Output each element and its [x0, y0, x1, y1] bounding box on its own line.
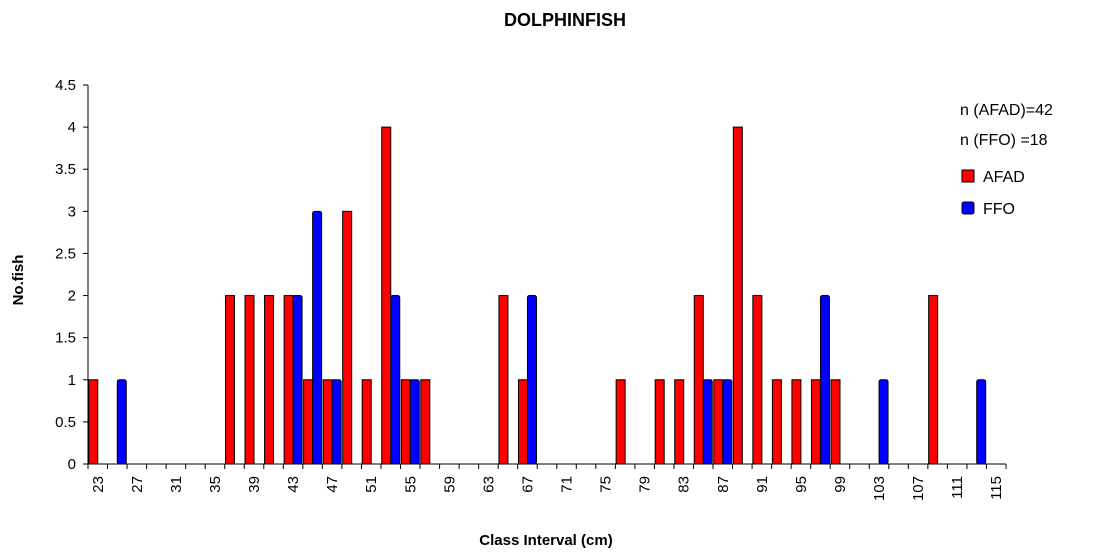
bar-afad-85: [693, 295, 704, 465]
bar-afad-89: [732, 126, 743, 465]
y-tick-label: 4: [68, 119, 76, 136]
chart-title: DOLPHINFISH: [504, 10, 626, 30]
x-axis: 23 27 31 35 39 43 47 51 55 59 63 67 71 75 79 83 87 91 95 99…: [87, 464, 1007, 501]
y-tick-label: 2: [68, 288, 76, 305]
bar-afad-95: [791, 379, 802, 465]
x-tick-label: 63: [480, 476, 497, 493]
x-tick-label: 95: [793, 476, 810, 493]
bar-afad-67: [517, 379, 528, 465]
bar-afad-37: [224, 295, 235, 465]
bar-afad-39: [244, 295, 255, 465]
bar-afad-47: [322, 379, 333, 465]
bar-afad-93: [771, 379, 782, 465]
x-tick-label: 111: [949, 476, 966, 499]
legend: n (AFAD)=42 n (FFO) =18 AFAD FFO: [960, 102, 1053, 218]
legend-label-afad: AFAD: [983, 169, 1025, 186]
annotation-n-afad: n (AFAD)=42: [960, 102, 1053, 119]
bar-afad-77: [615, 379, 626, 465]
bar-afad-43: [283, 295, 294, 465]
x-tick-label: 23: [90, 476, 107, 493]
bar-afad-55: [400, 379, 411, 465]
bar-ffo-85: [702, 379, 713, 465]
y-axis-title: No.fish: [10, 255, 27, 306]
bar-afad-57: [420, 379, 431, 465]
x-tick-label: 59: [441, 476, 458, 493]
bar-ffo-47: [331, 379, 342, 465]
bar-ffo-87: [722, 379, 733, 465]
bar-ffo-103: [878, 379, 889, 465]
y-tick-label: 0: [68, 456, 76, 473]
y-tick-label: 1.5: [55, 330, 76, 347]
bar-afad-65: [498, 295, 509, 465]
bar-ffo-97: [819, 295, 830, 465]
bar-afad-91: [752, 295, 763, 465]
bar-afad-51: [361, 379, 372, 465]
bar-afad-99: [830, 379, 841, 465]
legend-swatch-ffo: [961, 201, 975, 215]
x-tick-label: 91: [754, 476, 771, 493]
bar-afad-81: [654, 379, 665, 465]
x-tick-label: 107: [910, 476, 927, 501]
bar-ffo-43: [292, 295, 303, 465]
x-tick-label: 115: [988, 476, 1005, 500]
x-tick-label: 31: [168, 476, 185, 493]
x-tick-label: 87: [715, 476, 732, 493]
bar-afad-83: [674, 379, 685, 465]
annotation-n-ffo: n (FFO) =18: [960, 132, 1048, 149]
bar-ffo-55: [409, 379, 420, 465]
bar-afad-49: [342, 210, 353, 465]
y-tick-label: 0.5: [55, 414, 76, 431]
y-axis: 0 0.5 1 1.5 2 2.5 3 3.5 4 4.5: [55, 77, 88, 473]
y-tick-label: 3.5: [55, 161, 76, 178]
bar-afad-109: [928, 295, 939, 465]
bar-ffo-53: [390, 295, 401, 465]
bar-ffo-25: [116, 379, 127, 465]
bar-afad-45: [303, 379, 314, 465]
x-tick-label: 83: [676, 476, 693, 493]
y-tick-label: 3: [68, 203, 76, 220]
legend-swatch-afad: [961, 169, 975, 183]
x-tick-label: 103: [871, 476, 888, 501]
bar-ffo-113: [976, 379, 987, 465]
x-tick-label: 35: [207, 476, 224, 493]
bars-group: [88, 126, 987, 465]
x-tick-label: 39: [246, 476, 263, 493]
x-tick-label: 55: [402, 476, 419, 493]
x-tick-label: 43: [285, 476, 302, 493]
bar-afad-23: [88, 379, 99, 465]
y-tick-label: 2.5: [55, 245, 76, 262]
x-tick-label: 75: [598, 476, 615, 493]
x-tick-label: 71: [559, 476, 576, 493]
x-tick-label: 47: [324, 476, 341, 493]
bar-afad-87: [713, 379, 724, 465]
legend-label-ffo: FFO: [983, 201, 1015, 218]
x-axis-title: Class Interval (cm): [479, 532, 612, 549]
bar-afad-53: [381, 126, 392, 465]
y-tick-label: 4.5: [55, 77, 76, 94]
bar-afad-97: [810, 379, 821, 465]
x-tick-label: 27: [129, 476, 146, 493]
bar-ffo-45: [312, 210, 323, 465]
x-tick-label: 67: [519, 476, 536, 493]
x-tick-label: 51: [363, 476, 380, 493]
bar-afad-41: [264, 295, 275, 465]
y-tick-label: 1: [68, 372, 76, 389]
x-tick-label: 99: [832, 476, 849, 493]
bar-ffo-67: [526, 295, 537, 465]
x-tick-label: 79: [637, 476, 654, 493]
